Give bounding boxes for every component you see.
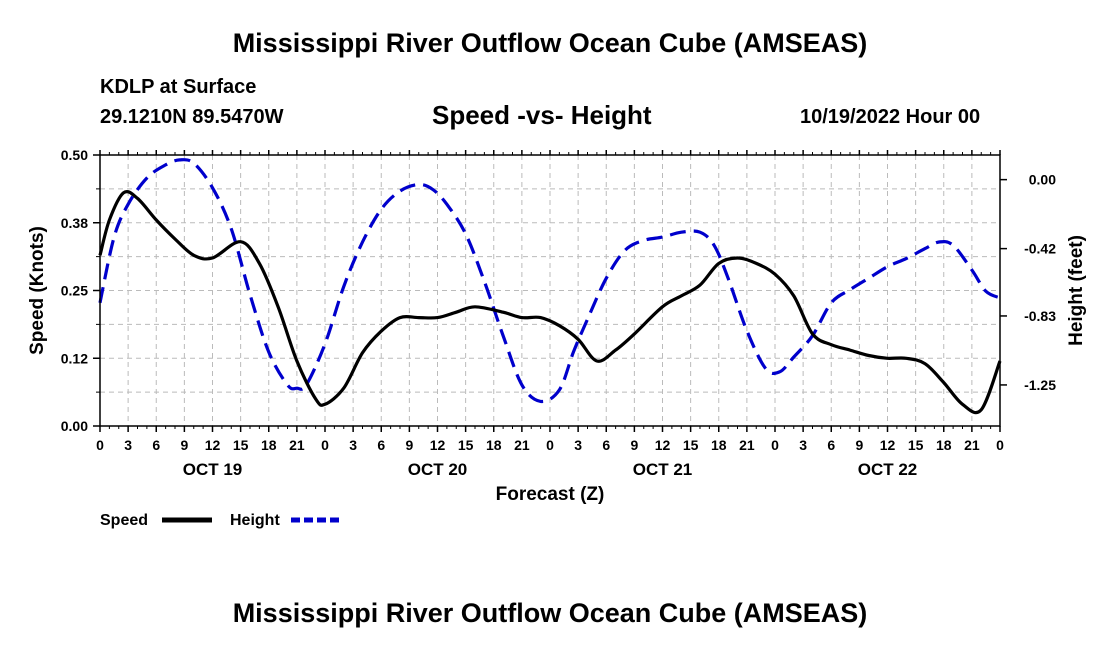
chart-title: Mississippi River Outflow Ocean Cube (AM… (232, 28, 868, 58)
x-tick-label: 9 (405, 437, 413, 453)
y-tick-label: 0.38 (61, 215, 88, 231)
x-tick-label: 0 (771, 437, 779, 453)
x-tick-label: 18 (486, 437, 502, 453)
station-label: KDLP at Surface (100, 76, 257, 98)
x-tick-label: 0 (546, 437, 554, 453)
coordinates-label: 29.1210N 89.5470W (100, 106, 284, 128)
x-tick-label: 3 (124, 437, 132, 453)
x-tick-label: 18 (711, 437, 727, 453)
day-label: OCT 22 (858, 460, 918, 479)
series-line-speed (98, 190, 1002, 415)
x-axis-title: Forecast (Z) (496, 484, 605, 505)
axis-labels: 0 3 6 9 12 15 18 21 0 3 6 9 12 15 18 21 0 3 6 9 12 15 18 21 0 3 6 9… (27, 147, 1087, 505)
x-tick-label: 3 (349, 437, 357, 453)
x-tick-label: 6 (602, 437, 610, 453)
x-tick-label: 18 (936, 437, 952, 453)
x-tick-label: 21 (514, 437, 530, 453)
chart-subtitle: Speed -vs- Height (432, 100, 652, 130)
x-tick-label: 9 (855, 437, 863, 453)
y-tick-label: 0.50 (61, 147, 88, 163)
y-axis-title: Speed (Knots) (27, 226, 48, 355)
x-tick-label: 15 (683, 437, 699, 453)
data-series (98, 158, 1002, 415)
day-label: OCT 20 (408, 460, 468, 479)
x-tick-label: 0 (321, 437, 329, 453)
x-tick-label: 9 (180, 437, 188, 453)
x-tick-label: 15 (233, 437, 249, 453)
y-tick-label: 0.25 (61, 283, 88, 299)
y2-axis-title: Height (feet) (1066, 235, 1087, 346)
x-tick-label: 21 (739, 437, 755, 453)
x-tick-label: 9 (630, 437, 638, 453)
x-tick-label: 15 (908, 437, 924, 453)
x-tick-label: 6 (827, 437, 835, 453)
day-label: OCT 21 (633, 460, 693, 479)
y2-tick-label: -1.25 (1024, 377, 1056, 393)
legend-label-speed: Speed (100, 512, 148, 529)
series-line-height (98, 158, 1001, 404)
legend-label-height: Height (230, 512, 280, 529)
x-tick-label: 0 (996, 437, 1004, 453)
y-tick-label: 0.12 (61, 350, 88, 366)
x-tick-label: 12 (430, 437, 446, 453)
grid-lines (100, 155, 1000, 426)
x-tick-label: 15 (458, 437, 474, 453)
legend: Speed Height (100, 512, 341, 529)
x-tick-label: 21 (964, 437, 980, 453)
y2-tick-label: -0.42 (1024, 241, 1056, 257)
x-tick-label: 12 (205, 437, 221, 453)
x-tick-label: 0 (96, 437, 104, 453)
footer-title: Mississippi River Outflow Ocean Cube (AM… (232, 598, 868, 628)
x-tick-label: 6 (152, 437, 160, 453)
forecast-datetime: 10/19/2022 Hour 00 (800, 106, 981, 128)
axis-ticks (93, 150, 1007, 432)
x-tick-label: 6 (377, 437, 385, 453)
x-tick-label: 3 (574, 437, 582, 453)
y-tick-label: 0.00 (61, 418, 88, 434)
y2-tick-label: 0.00 (1029, 172, 1056, 188)
x-tick-label: 3 (799, 437, 807, 453)
x-tick-label: 21 (289, 437, 305, 453)
y2-tick-label: -0.83 (1024, 308, 1056, 324)
day-label: OCT 19 (183, 460, 243, 479)
x-tick-label: 12 (655, 437, 671, 453)
x-tick-label: 12 (880, 437, 896, 453)
x-tick-label: 18 (261, 437, 277, 453)
